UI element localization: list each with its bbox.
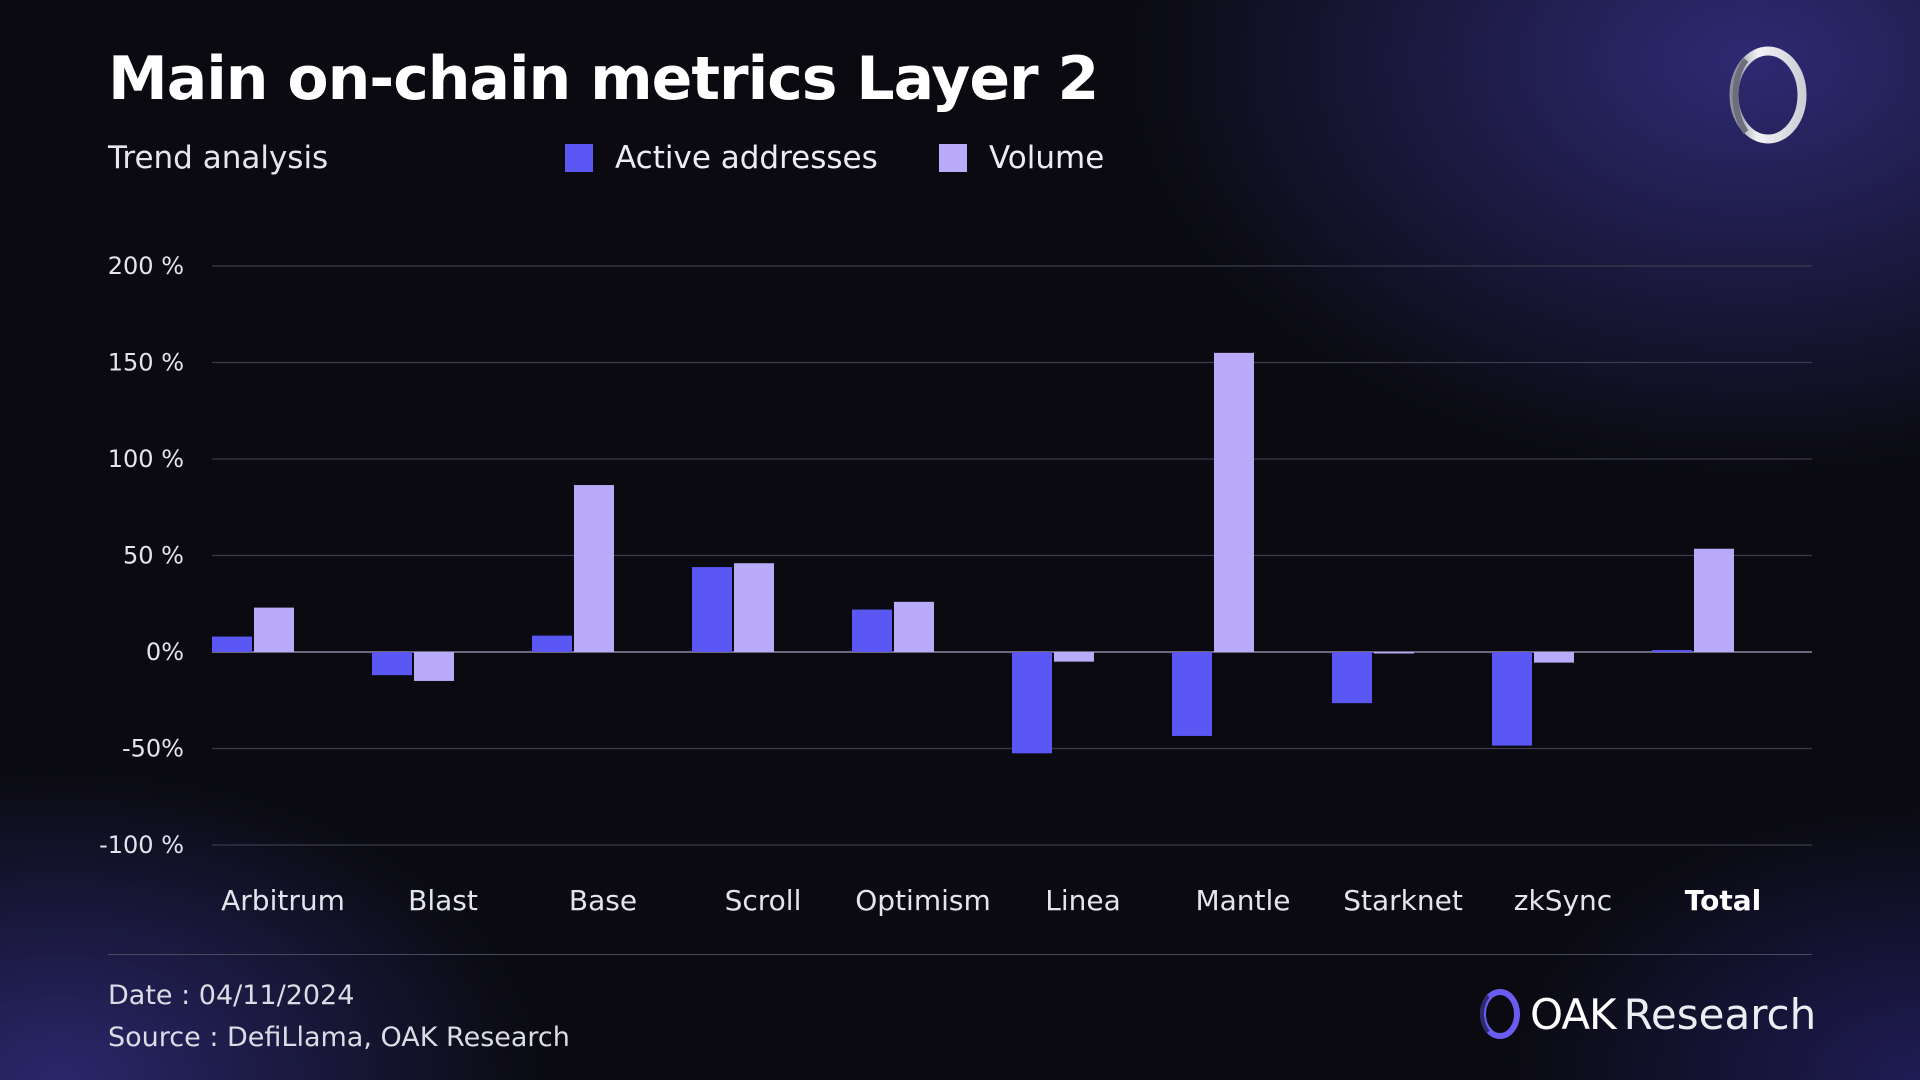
y-tick-label: 150 %: [108, 349, 184, 377]
bar-active-addresses-mantle: [1172, 652, 1212, 736]
bar-volume-optimism: [894, 601, 934, 652]
ring-logo-icon: [1729, 46, 1807, 144]
y-tick-label: -50%: [122, 735, 184, 763]
footer-divider: [108, 954, 1812, 955]
bar-active-addresses-scroll: [692, 567, 732, 652]
x-tick-label: Blast: [408, 884, 478, 917]
footer-source: Source : DefiLlama, OAK Research: [108, 1022, 570, 1053]
y-tick-label: 100 %: [108, 445, 184, 473]
bar-active-addresses-linea: [1012, 652, 1052, 754]
legend-label-active: Active addresses: [615, 140, 878, 176]
x-tick-label: Optimism: [855, 884, 991, 917]
x-tick-label: Linea: [1045, 884, 1121, 917]
x-tick-label: Mantle: [1195, 884, 1290, 917]
bar-volume-total: [1694, 548, 1734, 652]
bar-volume-linea: [1054, 652, 1094, 662]
bar-active-addresses-zksync: [1492, 652, 1532, 746]
y-tick-label: 200 %: [108, 252, 184, 280]
x-tick-label: Scroll: [725, 884, 802, 917]
legend-swatch-volume: [939, 144, 967, 172]
x-tick-label: Arbitrum: [221, 884, 345, 917]
brand-name-rest: Research: [1623, 989, 1817, 1039]
bar-volume-arbitrum: [254, 607, 294, 652]
legend-label-volume: Volume: [989, 140, 1105, 176]
bar-volume-zksync: [1534, 652, 1574, 663]
y-tick-label: 0%: [146, 638, 184, 666]
chart-subtitle: Trend analysis: [108, 140, 329, 176]
legend-swatch-active: [565, 144, 593, 172]
bar-active-addresses-optimism: [852, 609, 892, 652]
y-tick-label: -100 %: [99, 831, 184, 859]
bar-active-addresses-arbitrum: [212, 636, 252, 652]
bar-volume-mantle: [1214, 352, 1254, 652]
chart-title: Main on-chain metrics Layer 2: [108, 44, 1099, 114]
bar-active-addresses-starknet: [1332, 652, 1372, 704]
brand-logo: OAK Research: [1476, 988, 1816, 1040]
x-tick-label: zkSync: [1514, 884, 1612, 917]
brand-name-bold: OAK: [1530, 989, 1617, 1039]
footer-date: Date : 04/11/2024: [108, 980, 355, 1011]
legend-active-addresses: Active addresses: [565, 140, 878, 176]
x-tick-label: Total: [1685, 884, 1762, 917]
bar-volume-starknet: [1374, 652, 1414, 654]
bar-volume-blast: [414, 652, 454, 681]
bar-volume-scroll: [734, 563, 774, 652]
ring-logo-icon: [1480, 989, 1520, 1039]
bar-active-addresses-base: [532, 635, 572, 652]
legend-volume: Volume: [939, 140, 1104, 176]
y-tick-label: 50 %: [123, 542, 184, 570]
x-tick-label: Base: [569, 884, 637, 917]
bar-active-addresses-blast: [372, 652, 412, 676]
bar-volume-base: [574, 485, 614, 652]
x-tick-label: Starknet: [1343, 884, 1463, 917]
bar-active-addresses-total: [1652, 650, 1692, 652]
